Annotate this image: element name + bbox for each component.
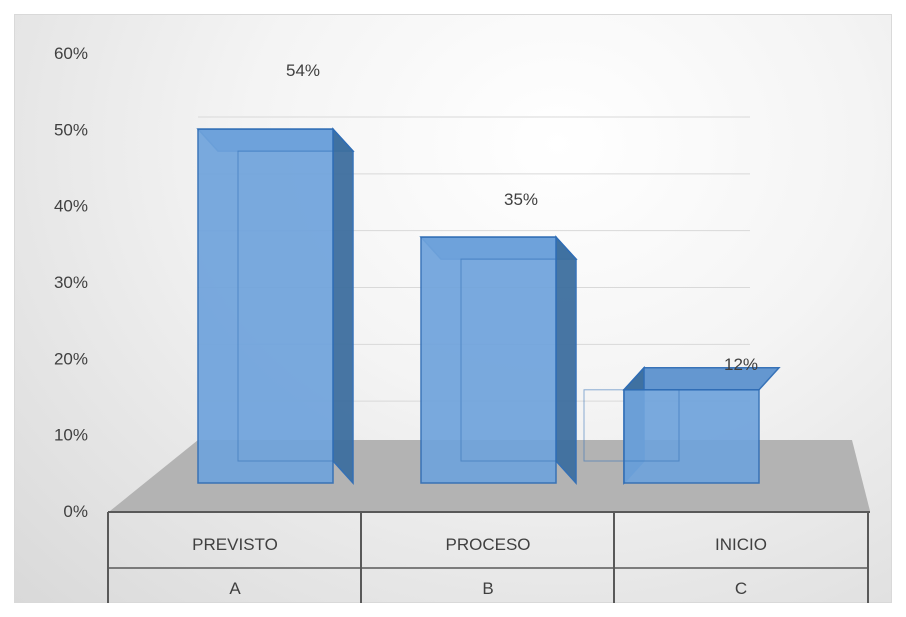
y-tick-label: 30% — [54, 273, 88, 292]
x-subcategory-label: B — [482, 579, 493, 598]
x-category-label: PROCESO — [445, 535, 530, 554]
x-subcategory-label: C — [735, 579, 747, 598]
data-label: 54% — [286, 61, 320, 80]
x-category-label: PREVISTO — [192, 535, 278, 554]
y-tick-label: 40% — [54, 197, 88, 216]
y-tick-label: 50% — [54, 120, 88, 139]
bar-proceso — [419, 235, 578, 485]
y-tick-label: 20% — [54, 349, 88, 368]
x-category-label: INICIO — [715, 535, 767, 554]
y-tick-label: 10% — [54, 426, 88, 445]
bar-inicio — [583, 365, 781, 485]
data-label: 12% — [724, 355, 758, 374]
data-label: 35% — [504, 190, 538, 209]
x-subcategory-label: A — [229, 579, 241, 598]
bar-previsto — [196, 127, 355, 485]
y-tick-label: 60% — [54, 44, 88, 63]
y-tick-label: 0% — [63, 502, 88, 521]
